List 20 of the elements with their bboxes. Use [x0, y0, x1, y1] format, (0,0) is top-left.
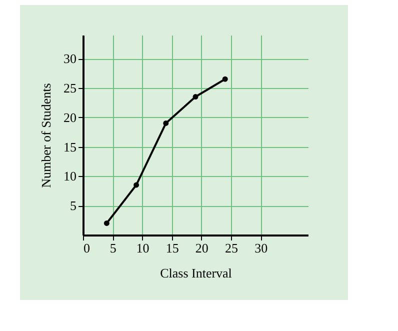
y-tick-label: 10 — [64, 168, 76, 184]
y-tick-label: 25 — [64, 80, 76, 96]
point — [134, 182, 140, 188]
point — [222, 76, 228, 82]
point — [163, 120, 169, 126]
x-tick-label: 10 — [136, 240, 150, 256]
x-tick-label: 5 — [110, 240, 116, 256]
x-tick-label: 0 — [84, 240, 90, 256]
x-tick-label: 15 — [166, 240, 179, 256]
x-tick-label: 20 — [195, 240, 208, 256]
y-tick-label: 30 — [64, 51, 76, 66]
y-tick-label: 5 — [70, 198, 76, 214]
point — [104, 220, 110, 226]
x-tick-label: 25 — [225, 240, 238, 256]
y-axis-title: Number of Students — [38, 83, 54, 188]
y-tick-label: 15 — [64, 139, 76, 154]
point — [192, 94, 198, 100]
y-tick-label: 20 — [64, 110, 76, 125]
x-axis-title: Class Interval — [160, 266, 232, 280]
x-tick-label: 30 — [254, 240, 268, 256]
